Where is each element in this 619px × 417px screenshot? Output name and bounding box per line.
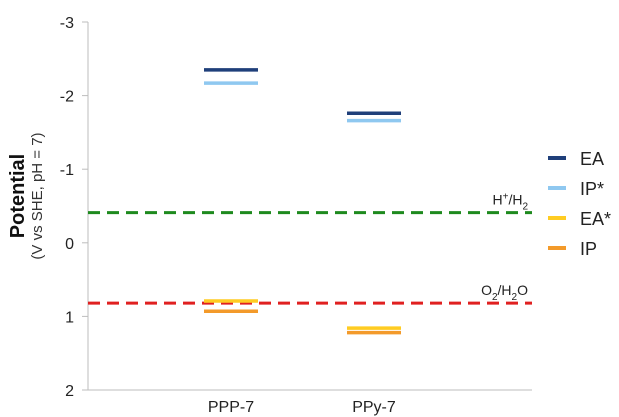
y-axis-title: Potential (V vs SHE, pH = 7)	[7, 132, 46, 259]
y-tick-label: 2	[65, 383, 74, 400]
reference-lines: H+/H2 O2/H2O	[88, 192, 532, 305]
y-axis-title-sub: (V vs SHE, pH = 7)	[29, 132, 46, 259]
y-tick-label: -3	[60, 15, 74, 32]
y-tick-label: -2	[60, 89, 74, 106]
y-tick-label: 1	[65, 309, 74, 326]
y-tick-label: -1	[60, 162, 74, 179]
x-tick-label: PPP-7	[208, 399, 254, 416]
energy-level-marks	[204, 68, 401, 335]
legend-label: EA*	[580, 209, 611, 229]
y-axis-title-main: Potential	[7, 154, 29, 238]
o2-reference-label: O2/H2O	[481, 282, 528, 303]
legend-label: IP*	[580, 179, 604, 199]
legend-label: IP	[580, 239, 597, 259]
axes: -3 -2 -1 0 1 2 PPP-7 PPy-7	[60, 15, 532, 416]
h2-reference-label: H+/H2	[492, 192, 528, 213]
legend-label: EA	[580, 149, 604, 169]
legend: EA IP* EA* IP	[548, 149, 611, 259]
x-tick-label: PPy-7	[352, 399, 396, 416]
y-tick-label: 0	[65, 236, 74, 253]
